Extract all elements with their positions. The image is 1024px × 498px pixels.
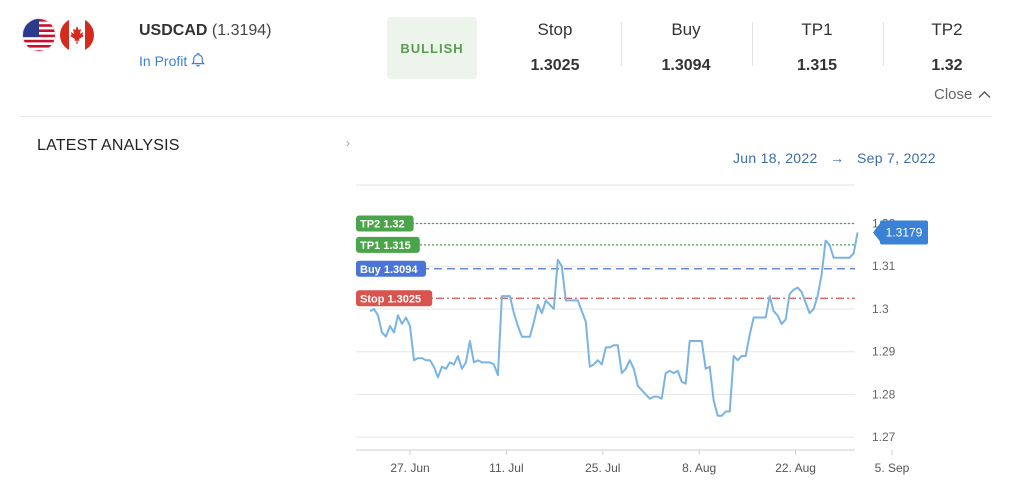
level-value: 1.3094 [661,57,711,74]
y-tick-label: 1.27 [872,430,896,444]
level-buy: Buy 1.3094 [626,20,746,75]
level-label: Stop [537,20,573,39]
level-label: Buy [671,20,701,39]
level-tag-label: Stop 1.3025 [360,293,421,305]
x-tick-label: 25. Jul [585,461,620,475]
x-axis: 27. Jun 11. Jul 25. Jul 8. Aug 22. Aug 5. Sep [390,450,910,475]
level-tag [356,215,414,232]
divider [752,22,753,66]
level-tag [356,236,420,253]
currency-flags [22,18,98,54]
us-flag-icon [22,18,56,52]
x-tick-label: 5. Sep [875,461,910,475]
chevron-right-icon[interactable]: › [346,136,350,150]
date-to: Sep 7, 2022 [857,150,936,166]
level-tag-label: Buy 1.3094 [360,264,418,276]
chart-levels: TP2 1.32 TP1 1.315 Buy 1.3094 Stop 1.3025 [356,215,855,307]
current-price-pointer [873,223,880,242]
section-title: LATEST ANALYSIS [37,137,180,154]
close-label: Close [934,86,973,103]
divider [883,22,884,66]
level-label: TP1 [801,20,833,39]
date-arrow: → [830,150,845,166]
chevron-up-icon [978,86,991,103]
date-from: Jun 18, 2022 [733,150,818,166]
current-price-label: 1.3179 [886,225,923,239]
y-tick-label: 1.3 [872,302,889,316]
chart-grid [356,184,855,451]
y-tick-label: 1.29 [872,345,896,359]
bell-icon[interactable] [191,52,206,70]
price-series-line [369,232,859,417]
level-label: TP2 [931,20,963,39]
divider [621,22,622,66]
x-tick-label: 8. Aug [682,461,716,475]
level-tag [356,290,433,307]
close-button[interactable]: Close [934,86,991,103]
level-stop: Stop 1.3025 [495,20,615,75]
current-price: (1.3194) [211,22,272,39]
level-value: 1.3025 [530,57,580,74]
level-tag [356,260,426,277]
trade-status-label: In Profit [139,53,188,69]
level-tp1: TP1 1.315 [757,20,877,75]
date-range: Jun 18, 2022 → Sep 7, 2022 [733,150,936,166]
y-tick-label: 1.31 [872,259,896,273]
y-tick-label: 1.28 [872,387,896,401]
level-tag-label: TP1 1.315 [360,240,411,252]
x-tick-label: 11. Jul [489,461,523,475]
y-axis: 1.271.281.291.31.311.32 [872,216,896,444]
trade-status[interactable]: In Profit [139,52,206,70]
symbol-price: USDCAD (1.3194) [139,22,272,40]
x-tick-label: 27. Jun [390,461,429,475]
current-price-marker: 1.3179 [873,220,928,245]
price-chart[interactable]: TP2 1.32 TP1 1.315 Buy 1.3094 Stop 1.3025 1… [350,180,990,485]
canada-flag-icon [60,18,94,52]
level-value: 1.32 [931,57,963,74]
current-price-tag [880,220,928,245]
x-tick-label: 22. Aug [775,461,816,475]
section-divider [20,116,992,117]
level-tag-label: TP2 1.32 [360,218,405,230]
level-value: 1.315 [796,57,838,74]
signal-badge: BULLISH [387,17,477,79]
level-tp2: TP2 1.32 [887,20,1007,75]
symbol-name: USDCAD [139,22,208,39]
